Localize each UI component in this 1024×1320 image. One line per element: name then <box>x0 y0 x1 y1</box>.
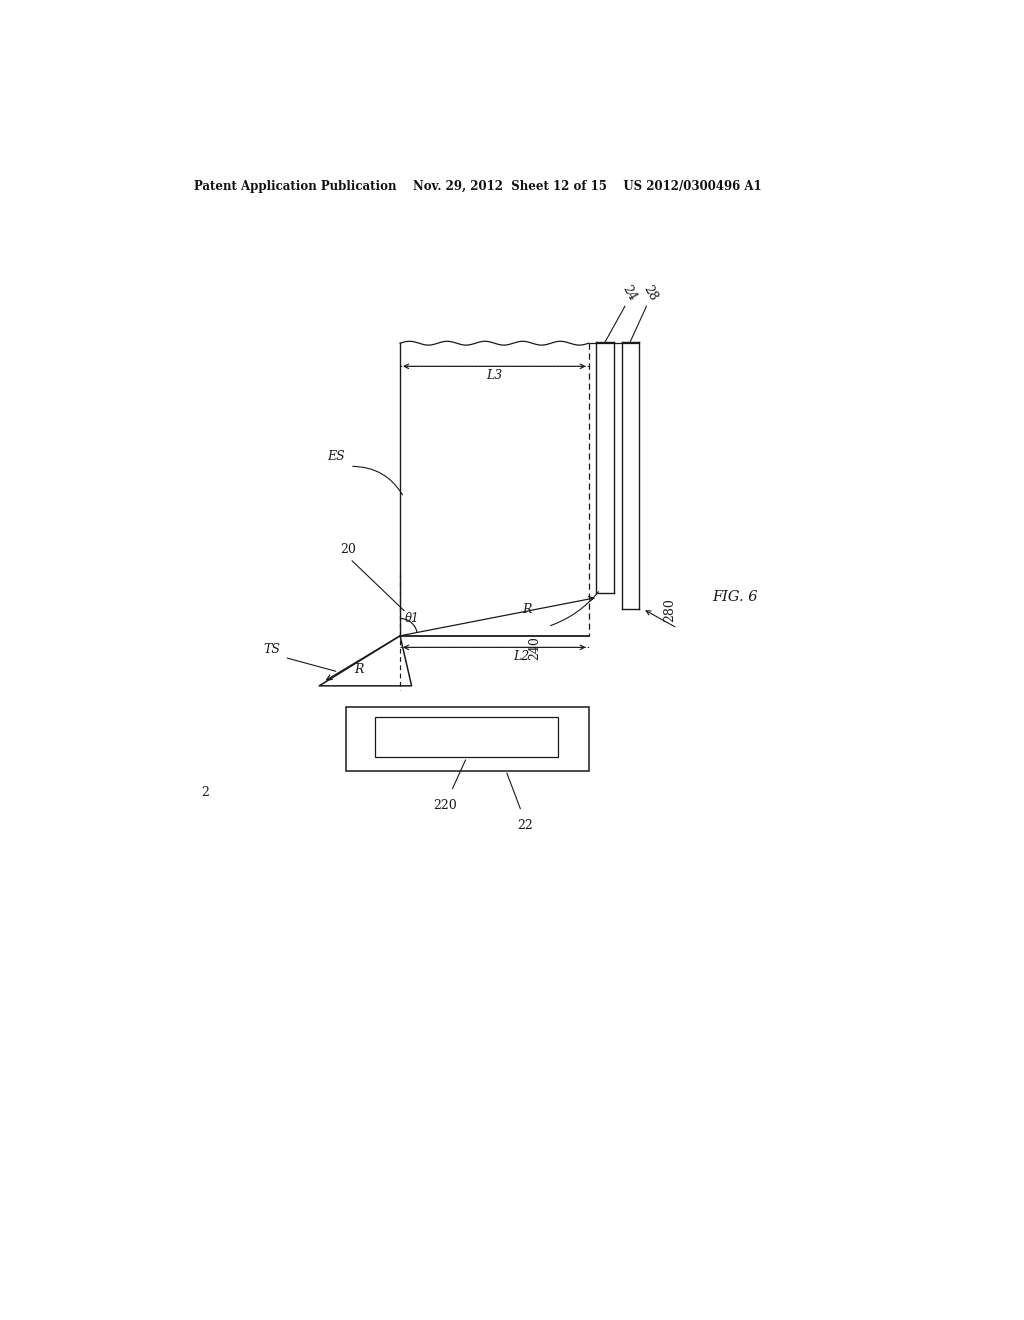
Text: R: R <box>354 663 364 676</box>
Text: 22: 22 <box>517 818 534 832</box>
Text: 20: 20 <box>340 543 356 556</box>
Text: L2: L2 <box>513 651 529 664</box>
Text: 2: 2 <box>202 785 209 799</box>
Text: TS: TS <box>263 643 280 656</box>
Text: Patent Application Publication    Nov. 29, 2012  Sheet 12 of 15    US 2012/03004: Patent Application Publication Nov. 29, … <box>194 180 761 193</box>
Bar <box>346 706 589 771</box>
Text: 28: 28 <box>641 282 660 304</box>
Text: θ1: θ1 <box>404 612 419 624</box>
Text: 220: 220 <box>433 799 457 812</box>
Text: L3: L3 <box>486 370 503 383</box>
Text: R: R <box>522 603 531 615</box>
Text: ES: ES <box>327 450 345 463</box>
Bar <box>376 717 558 758</box>
Text: 280: 280 <box>664 598 676 622</box>
Text: 24: 24 <box>620 282 639 304</box>
Text: 240: 240 <box>528 636 542 660</box>
Text: FIG. 6: FIG. 6 <box>712 590 758 605</box>
